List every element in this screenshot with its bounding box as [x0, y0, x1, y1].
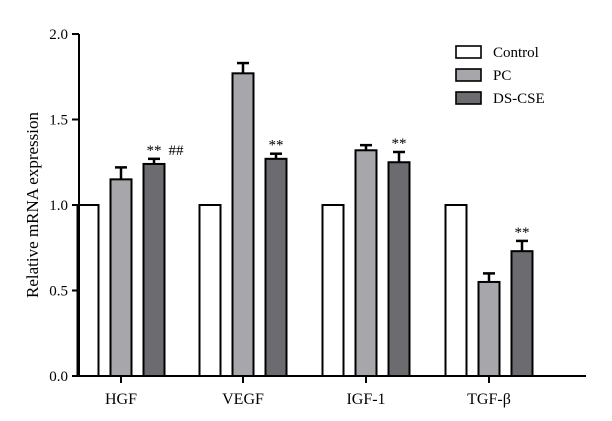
bar — [231, 72, 255, 378]
legend: Control PC DS-CSE — [455, 45, 545, 107]
significance-label: ** — [515, 225, 530, 241]
axes-layer: 0.0 0.5 1.0 1.5 2.0 HGF VEGF IGF-1 TGF-β Relative… — [23, 27, 586, 408]
legend-label: PC — [493, 68, 511, 84]
bar — [142, 162, 166, 377]
significance-label-secondary: ## — [169, 143, 185, 159]
bars-layer — [76, 72, 534, 378]
bar — [321, 204, 345, 377]
y-tick-label: 1.5 — [49, 113, 68, 129]
significance-label: ** — [147, 143, 162, 159]
x-tick-label: IGF-1 — [346, 391, 385, 408]
x-tick-label: TGF-β — [467, 391, 511, 408]
error-bars-layer — [115, 61, 528, 282]
legend-swatch — [455, 91, 482, 105]
bar — [354, 149, 378, 377]
legend-swatch — [455, 68, 482, 82]
significance-label: ** — [392, 136, 407, 152]
significance-label: ** — [269, 138, 284, 154]
bar — [264, 157, 288, 377]
x-tick-label: VEGF — [222, 391, 264, 408]
y-tick-label: 2.0 — [49, 27, 68, 43]
legend-label: Control — [493, 45, 539, 61]
legend-label: DS-CSE — [493, 91, 545, 107]
bar — [198, 204, 222, 377]
y-tick-label: 1.0 — [49, 198, 68, 214]
y-axis-title: Relative mRNA expression — [23, 111, 42, 298]
legend-swatch — [455, 45, 482, 59]
bar — [510, 250, 534, 377]
bar — [444, 204, 468, 377]
y-tick-label: 0.0 — [49, 369, 68, 385]
bar — [387, 161, 411, 377]
annotations-layer: ** ## ** ** ** — [147, 136, 530, 241]
bar — [109, 178, 133, 377]
bar — [76, 204, 100, 377]
x-tick-label: HGF — [105, 391, 137, 408]
bar — [477, 280, 501, 378]
y-tick-label: 0.5 — [49, 284, 68, 300]
